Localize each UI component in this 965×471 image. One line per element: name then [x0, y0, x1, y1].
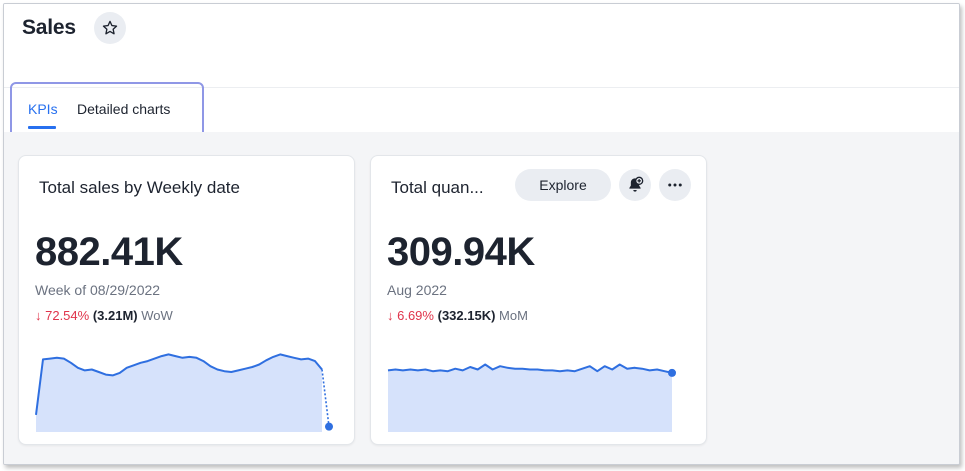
kpi-value: 882.41K	[35, 230, 183, 274]
tab-bar	[4, 89, 959, 132]
page-title: Sales	[22, 16, 76, 39]
active-tab-indicator	[28, 126, 56, 129]
sparkline-line	[387, 363, 673, 374]
explore-button[interactable]: Explore	[515, 169, 611, 201]
kpi-period-label: Aug 2022	[387, 282, 447, 298]
star-icon	[102, 20, 118, 35]
sparkline-chart[interactable]	[387, 342, 687, 432]
kpi-card-total-quantity[interactable]: Total quan... Explore 309.94K Aug 2022 ↓…	[370, 155, 707, 445]
header: Sales	[4, 4, 959, 88]
change-period: MoM	[499, 308, 528, 323]
sparkline-line	[35, 353, 323, 416]
sparkline-area	[388, 364, 672, 432]
bell-plus-icon	[629, 176, 644, 192]
change-absolute: (332.15K)	[437, 308, 496, 323]
card-title: Total sales by Weekly date	[39, 178, 240, 197]
kpi-period-label: Week of 08/29/2022	[35, 282, 161, 298]
kpi-value: 309.94K	[387, 230, 535, 274]
sparkline-area	[36, 354, 322, 432]
tab-detailed-charts[interactable]: Detailed charts	[77, 101, 171, 117]
sparkline-last-point[interactable]	[668, 368, 676, 377]
change-absolute: (3.21M)	[92, 308, 138, 323]
tabs-focus-ring	[10, 82, 204, 138]
kpi-card-total-sales[interactable]: Total sales by Weekly date 882.41K Week …	[18, 155, 355, 445]
change-period: WoW	[141, 308, 173, 323]
tab-kpis[interactable]: KPIs	[28, 101, 58, 117]
kpi-change: ↓ 72.54% (3.21M) WoW	[35, 308, 173, 323]
sparkline-chart[interactable]	[35, 342, 335, 432]
more-options-button[interactable]	[659, 169, 691, 201]
more-icon	[668, 183, 682, 187]
favorite-button[interactable]	[94, 12, 126, 44]
app-window: Sales KPIs Detailed charts Total sales b…	[3, 3, 960, 465]
sparkline-dotted-segment	[321, 369, 330, 427]
card-title: Total quan...	[391, 178, 484, 197]
kpi-change: ↓ 6.69% (332.15K) MoM	[387, 308, 528, 323]
add-alert-button[interactable]	[619, 169, 651, 201]
sparkline-last-point[interactable]	[325, 422, 333, 431]
change-percent: ↓ 6.69%	[387, 308, 434, 323]
change-percent: ↓ 72.54%	[35, 308, 90, 323]
